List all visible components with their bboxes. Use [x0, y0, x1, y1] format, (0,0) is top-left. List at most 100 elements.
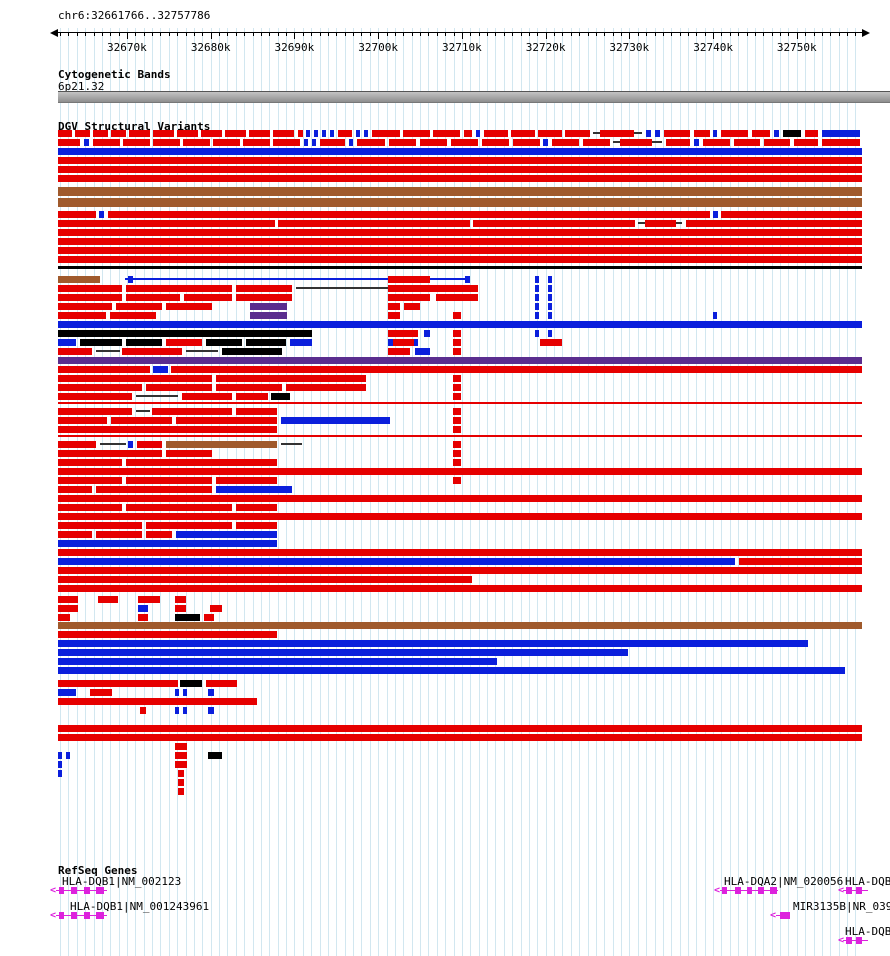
variant-bar[interactable]	[58, 285, 122, 292]
variant-bar[interactable]	[393, 339, 414, 346]
variant-bar[interactable]	[208, 707, 214, 714]
variant-bar[interactable]	[175, 761, 187, 768]
variant-bar[interactable]	[453, 312, 461, 319]
variant-bar[interactable]	[453, 348, 461, 355]
variant-bar[interactable]	[58, 640, 808, 647]
variant-bar[interactable]	[153, 366, 168, 373]
variant-bar[interactable]	[126, 459, 277, 466]
variant-bar[interactable]	[535, 294, 539, 301]
gene-exon[interactable]	[84, 912, 90, 919]
variant-bar[interactable]	[58, 752, 62, 759]
gene-exon[interactable]	[96, 912, 104, 919]
variant-bar[interactable]	[96, 531, 142, 538]
variant-bar[interactable]	[58, 734, 862, 741]
variant-bar[interactable]	[58, 658, 497, 665]
variant-bar[interactable]	[548, 312, 552, 319]
variant-bar[interactable]	[58, 605, 78, 612]
variant-bar[interactable]	[204, 614, 214, 621]
variant-bar[interactable]	[58, 247, 862, 254]
variant-bar[interactable]	[216, 477, 277, 484]
variant-bar[interactable]	[138, 596, 160, 603]
variant-bar[interactable]	[388, 312, 400, 319]
variant-bar[interactable]	[236, 393, 268, 400]
variant-bar[interactable]	[177, 130, 198, 137]
variant-bar[interactable]	[805, 130, 818, 137]
variant-bar[interactable]	[513, 139, 540, 146]
variant-bar[interactable]	[453, 426, 461, 433]
variant-bar[interactable]	[80, 339, 122, 346]
variant-bar[interactable]	[540, 339, 562, 346]
variant-bar[interactable]	[153, 130, 174, 137]
variant-bar[interactable]	[178, 788, 184, 795]
gene-intron-line[interactable]	[843, 940, 868, 941]
variant-bar[interactable]	[548, 285, 552, 292]
variant-bar[interactable]	[58, 477, 122, 484]
variant-bar[interactable]	[66, 752, 70, 759]
variant-bar[interactable]	[146, 531, 172, 538]
variant-bar[interactable]	[58, 294, 122, 301]
variant-bar[interactable]	[794, 139, 818, 146]
variant-bar[interactable]	[201, 130, 222, 137]
gene-exon[interactable]	[747, 887, 752, 894]
variant-bar[interactable]	[314, 130, 318, 137]
variant-bar[interactable]	[58, 220, 275, 227]
variant-bar[interactable]	[138, 605, 148, 612]
variant-bar[interactable]	[236, 294, 292, 301]
variant-bar[interactable]	[58, 549, 862, 556]
variant-bar[interactable]	[216, 384, 282, 391]
gene-exon[interactable]	[758, 887, 764, 894]
gene-exon[interactable]	[770, 887, 777, 894]
variant-bar[interactable]	[153, 139, 180, 146]
variant-bar[interactable]	[249, 130, 270, 137]
variant-bar[interactable]	[222, 348, 282, 355]
variant-bar[interactable]	[58, 408, 132, 415]
variant-bar[interactable]	[236, 504, 277, 511]
variant-bar[interactable]	[123, 139, 150, 146]
variant-bar[interactable]	[357, 139, 385, 146]
variant-bar[interactable]	[126, 294, 180, 301]
variant-bar[interactable]	[535, 312, 539, 319]
variant-bar[interactable]	[58, 667, 845, 674]
variant-bar[interactable]	[453, 477, 461, 484]
variant-bar[interactable]	[666, 139, 690, 146]
variant-bar[interactable]	[453, 450, 461, 457]
variant-bar[interactable]	[136, 395, 178, 397]
variant-bar[interactable]	[58, 540, 277, 547]
variant-bar[interactable]	[58, 725, 862, 732]
variant-bar[interactable]	[90, 689, 112, 696]
variant-bar[interactable]	[58, 384, 142, 391]
variant-bar[interactable]	[206, 339, 242, 346]
gene-exon[interactable]	[735, 887, 741, 894]
variant-bar[interactable]	[58, 441, 96, 448]
variant-bar[interactable]	[583, 139, 610, 146]
variant-bar[interactable]	[543, 139, 548, 146]
variant-bar[interactable]	[58, 393, 132, 400]
variant-bar[interactable]	[552, 139, 579, 146]
variant-bar[interactable]	[58, 266, 862, 269]
gene-intron-line[interactable]	[843, 890, 868, 891]
variant-bar[interactable]	[511, 130, 535, 137]
variant-bar[interactable]	[322, 130, 326, 137]
variant-bar[interactable]	[694, 139, 699, 146]
variant-bar[interactable]	[111, 417, 172, 424]
variant-bar[interactable]	[58, 689, 76, 696]
variant-bar[interactable]	[58, 468, 862, 475]
variant-bar[interactable]	[822, 130, 860, 137]
variant-bar[interactable]	[388, 276, 430, 283]
variant-bar[interactable]	[175, 752, 187, 759]
variant-bar[interactable]	[476, 130, 480, 137]
variant-bar[interactable]	[388, 303, 400, 310]
variant-bar[interactable]	[140, 707, 146, 714]
variant-bar[interactable]	[58, 330, 312, 337]
variant-bar[interactable]	[236, 522, 277, 529]
variant-bar[interactable]	[58, 229, 862, 236]
variant-bar[interactable]	[312, 139, 316, 146]
variant-bar[interactable]	[281, 443, 302, 445]
variant-bar[interactable]	[58, 596, 78, 603]
variant-bar[interactable]	[236, 408, 277, 415]
variant-bar[interactable]	[175, 614, 200, 621]
variant-bar[interactable]	[464, 130, 472, 137]
variant-bar[interactable]	[243, 139, 270, 146]
gene-exon[interactable]	[71, 912, 77, 919]
variant-bar[interactable]	[484, 130, 508, 137]
